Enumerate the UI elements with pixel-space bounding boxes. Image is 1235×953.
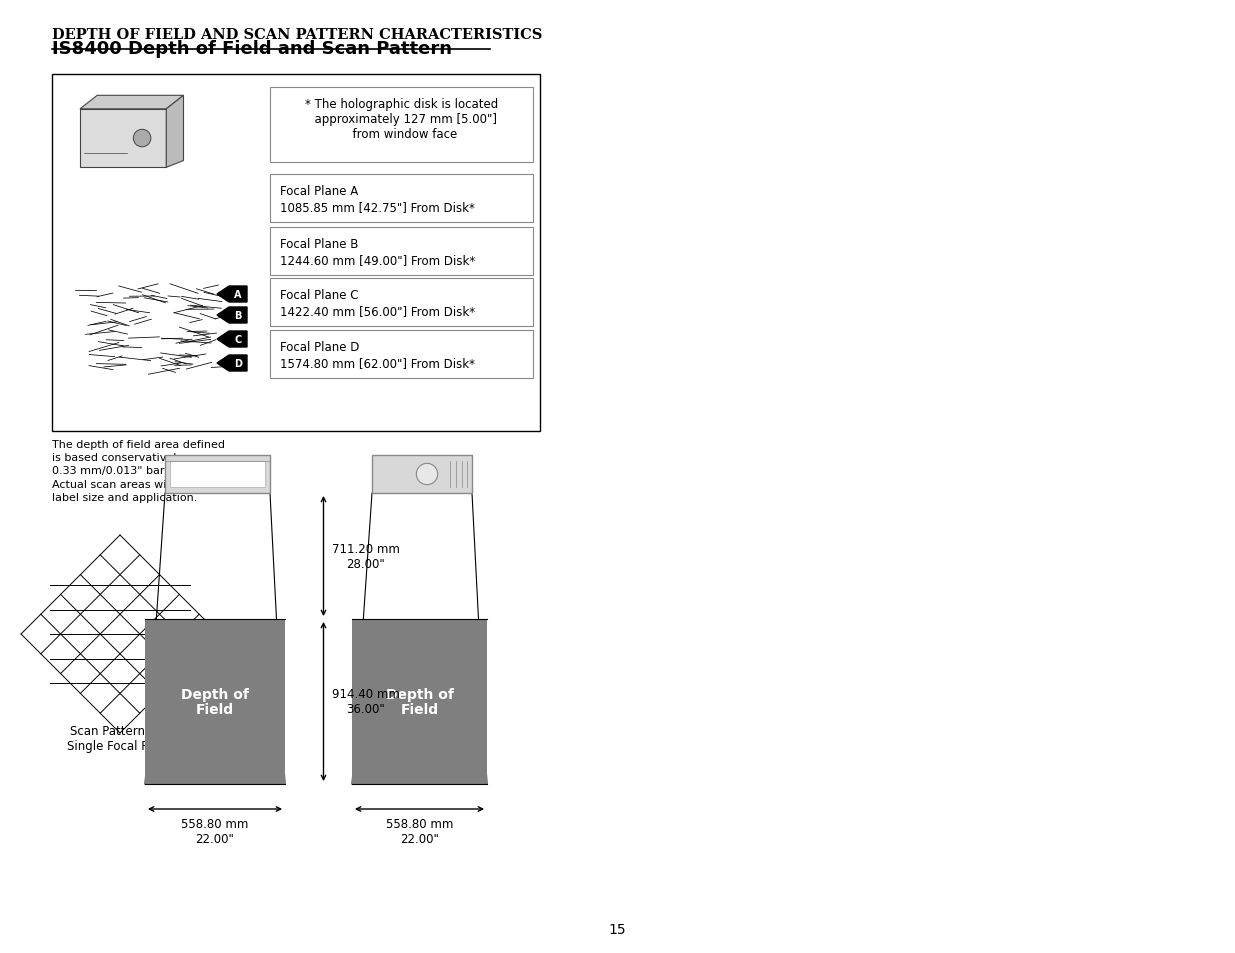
Text: Scan Pattern of a
Single Focal Plane: Scan Pattern of a Single Focal Plane [67, 724, 173, 752]
Circle shape [416, 464, 437, 485]
Bar [270, 228, 534, 275]
Polygon shape [217, 308, 247, 324]
Circle shape [133, 131, 151, 148]
Text: Field: Field [400, 702, 438, 717]
Bar [144, 619, 285, 784]
Polygon shape [167, 96, 184, 168]
Bar [372, 456, 472, 494]
Text: IS8400 Depth of Field and Scan Pattern: IS8400 Depth of Field and Scan Pattern [52, 40, 452, 58]
Text: Depth of: Depth of [385, 687, 453, 700]
Text: Field: Field [196, 702, 235, 717]
Text: 1574.80 mm [62.00"] From Disk*: 1574.80 mm [62.00"] From Disk* [280, 356, 475, 370]
Bar [165, 456, 270, 494]
Text: Focal Plane C: Focal Plane C [280, 289, 358, 302]
Text: D: D [233, 358, 242, 369]
Text: The depth of field area defined
is based conservatively on a
0.33 mm/0.013" bar : The depth of field area defined is based… [52, 439, 233, 502]
Text: Focal Plane D: Focal Plane D [280, 340, 359, 354]
Polygon shape [217, 355, 247, 372]
Text: 914.40 mm
36.00": 914.40 mm 36.00" [331, 688, 399, 716]
Text: Depth of: Depth of [182, 687, 249, 700]
Text: C: C [235, 335, 242, 345]
Text: Focal Plane B: Focal Plane B [280, 237, 358, 251]
Text: B: B [235, 311, 242, 320]
Bar [270, 88, 534, 163]
Text: 558.80 mm
22.00": 558.80 mm 22.00" [182, 817, 248, 845]
Text: DEPTH OF FIELD AND SCAN PATTERN CHARACTERISTICS: DEPTH OF FIELD AND SCAN PATTERN CHARACTE… [52, 28, 542, 42]
Text: 1244.60 mm [49.00"] From Disk*: 1244.60 mm [49.00"] From Disk* [280, 253, 475, 267]
Bar [52, 75, 540, 432]
Text: 15: 15 [608, 923, 626, 936]
Text: 558.80 mm
22.00": 558.80 mm 22.00" [385, 817, 453, 845]
Text: 711.20 mm
28.00": 711.20 mm 28.00" [331, 542, 399, 571]
Polygon shape [217, 287, 247, 303]
Text: 1422.40 mm [56.00"] From Disk*: 1422.40 mm [56.00"] From Disk* [280, 305, 475, 317]
Bar [352, 619, 487, 784]
Text: 1085.85 mm [42.75"] From Disk*: 1085.85 mm [42.75"] From Disk* [280, 201, 475, 213]
Text: * The holographic disk is located
  approximately 127 mm [5.00"]
  from window f: * The holographic disk is located approx… [305, 98, 498, 141]
Bar [80, 110, 167, 168]
Polygon shape [217, 332, 247, 348]
Text: Focal Plane A: Focal Plane A [280, 185, 358, 198]
Bar [270, 174, 534, 223]
Polygon shape [80, 96, 184, 110]
Bar [270, 331, 534, 378]
Text: A: A [235, 290, 242, 299]
Bar [170, 461, 264, 488]
Bar [270, 278, 534, 327]
